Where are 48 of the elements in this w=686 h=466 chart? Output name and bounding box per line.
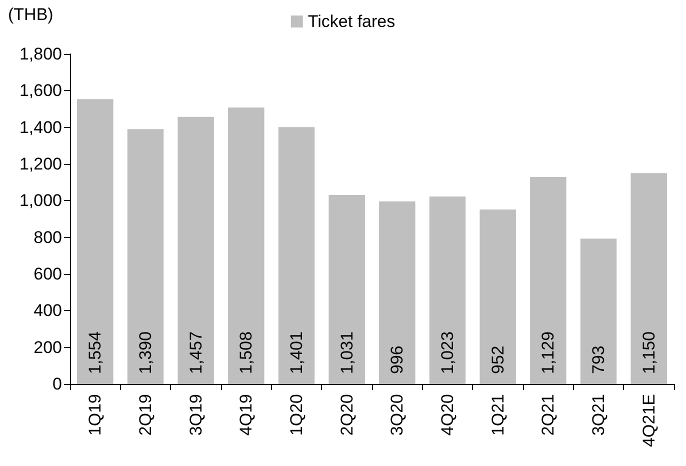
y-tick-label: 1,000 — [19, 191, 62, 210]
bar — [630, 173, 667, 384]
legend-label: Ticket fares — [308, 12, 396, 31]
x-tick-label: 3Q21 — [589, 394, 608, 436]
data-label: 1,150 — [639, 331, 658, 374]
data-label: 1,508 — [236, 331, 256, 374]
x-tick-label: 4Q19 — [236, 394, 256, 436]
x-tick-label: 1Q19 — [86, 394, 105, 436]
bar — [379, 201, 416, 384]
bar — [77, 99, 114, 384]
bar — [530, 177, 566, 384]
data-label: 1,129 — [538, 331, 558, 374]
data-label: 1,031 — [337, 331, 356, 374]
bar — [429, 196, 466, 384]
y-tick-label: 1,400 — [19, 118, 62, 137]
data-label: 1,023 — [438, 331, 457, 374]
bar — [228, 108, 264, 384]
x-tick-label: 4Q20 — [438, 394, 457, 436]
bar — [480, 209, 516, 384]
data-label: 996 — [388, 346, 407, 374]
bar — [328, 194, 365, 384]
data-label: 1,554 — [86, 331, 105, 374]
bar — [178, 116, 214, 384]
data-label: 1,401 — [287, 331, 306, 374]
x-tick-label: 2Q21 — [538, 394, 558, 436]
y-tick-label: 0 — [52, 374, 62, 394]
x-tick-label: 1Q20 — [287, 394, 306, 436]
y-tick-label: 400 — [34, 301, 62, 320]
x-tick-label: 4Q21E — [639, 394, 658, 447]
y-tick-label: 600 — [34, 264, 62, 284]
bar — [580, 238, 617, 384]
bar — [127, 129, 164, 384]
data-label: 952 — [488, 346, 508, 374]
data-label: 1,390 — [136, 331, 155, 374]
y-axis-title: (THB) — [8, 5, 54, 24]
x-tick-label: 3Q20 — [388, 394, 407, 436]
x-tick-label: 3Q19 — [186, 394, 206, 436]
x-tick-label: 1Q21 — [488, 394, 508, 436]
bar — [278, 127, 315, 384]
data-label: 793 — [589, 346, 608, 374]
y-tick-label: 1,600 — [19, 81, 62, 100]
x-tick-label: 2Q19 — [136, 394, 155, 436]
x-tick-label: 2Q20 — [337, 394, 356, 436]
y-tick-label: 800 — [34, 228, 62, 247]
y-tick-label: 1,200 — [19, 154, 62, 174]
y-tick-label: 200 — [34, 338, 62, 357]
data-label: 1,457 — [186, 331, 206, 374]
y-tick-label: 1,800 — [19, 44, 62, 64]
